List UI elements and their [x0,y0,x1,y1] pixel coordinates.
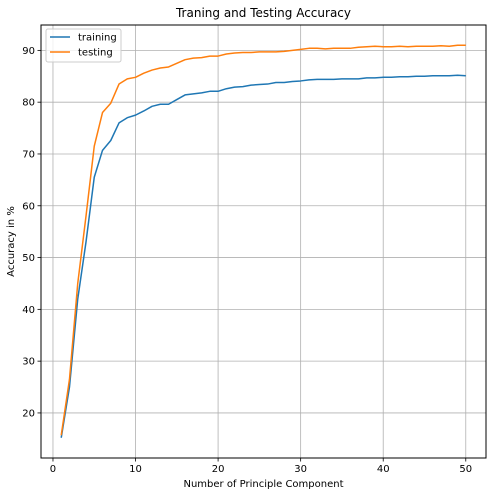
y-axis-ticks: 20 30 40 50 60 70 80 90 [22,46,41,419]
y-tick-label: 20 [22,408,35,419]
y-tick-label: 40 [22,305,35,316]
x-tick-label: 20 [212,464,225,475]
series-layer [60,44,466,438]
y-tick-label: 30 [22,357,35,368]
y-tick-label: 70 [22,149,35,160]
x-tick-label: 30 [294,464,307,475]
x-tick-label: 50 [459,464,472,475]
y-tick-label: 60 [22,201,35,212]
x-tick-label: 40 [377,464,390,475]
y-tick-label: 90 [22,46,35,57]
x-axis-ticks: 0 10 20 30 40 50 [50,458,472,475]
chart-title: Traning and Testing Accuracy [175,6,351,20]
legend-label-training: training [78,33,117,44]
legend: training testing [45,28,122,63]
legend-label-testing: testing [78,48,113,59]
x-axis-title: Number of Principle Component [183,479,343,490]
x-tick-label: 0 [50,464,56,475]
y-tick-label: 80 [22,98,35,109]
series-line-testing [60,44,466,436]
series-line-training [60,74,466,438]
grid-lines [41,25,486,458]
y-tick-label: 50 [22,253,35,264]
x-tick-label: 10 [129,464,142,475]
plot-frame [40,24,487,459]
y-axis-title: Accuracy in % [6,206,17,277]
